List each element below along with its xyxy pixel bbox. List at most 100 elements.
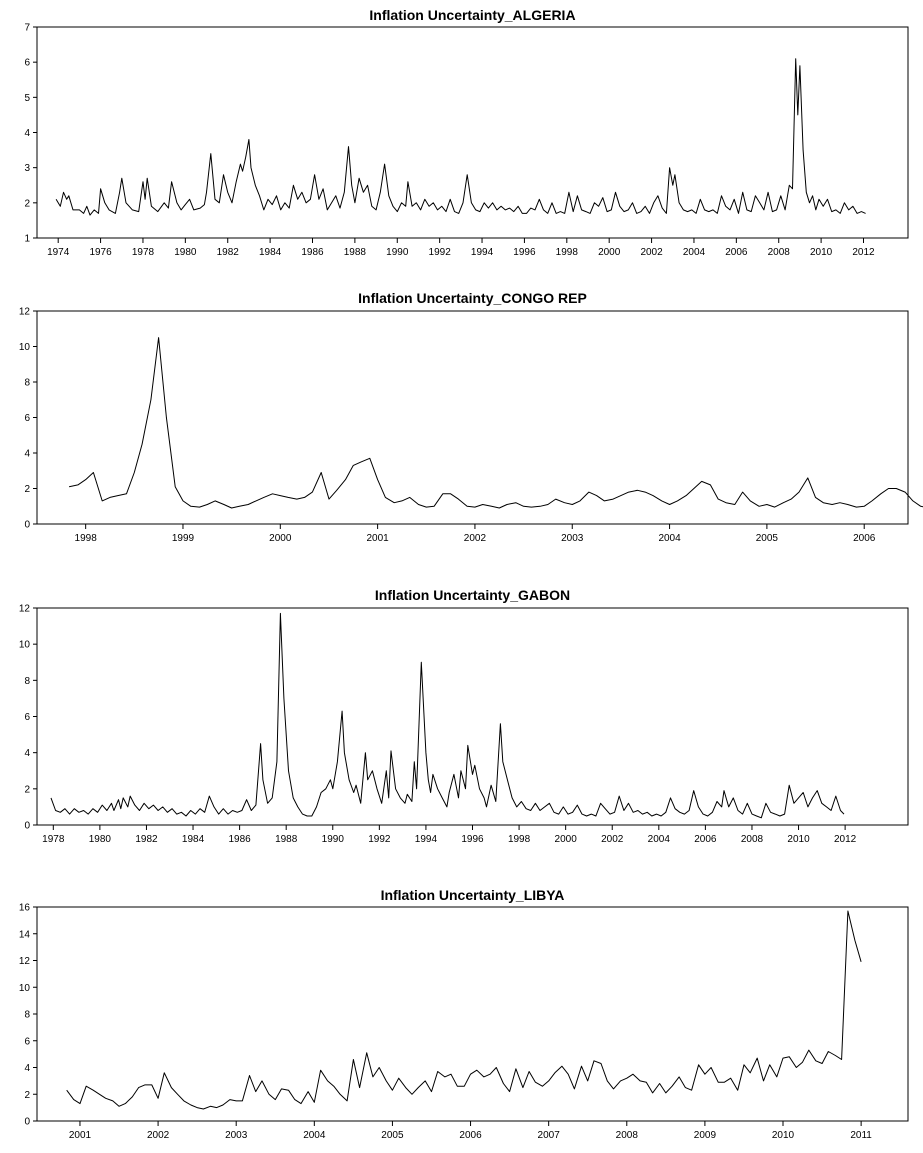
y-tick-label: 10 — [19, 983, 31, 994]
x-tick-label: 2002 — [147, 1130, 170, 1141]
y-tick-label: 7 — [24, 23, 30, 34]
x-tick-label: 2004 — [648, 834, 671, 845]
x-tick-label: 2008 — [616, 1130, 639, 1141]
y-tick-label: 3 — [24, 163, 30, 174]
x-tick-label: 1976 — [89, 247, 112, 258]
x-tick-label: 2006 — [459, 1130, 482, 1141]
y-tick-label: 8 — [24, 676, 30, 687]
x-tick-label: 1974 — [47, 247, 70, 258]
y-tick-label: 8 — [24, 378, 30, 389]
x-tick-label: 2003 — [561, 533, 584, 544]
x-tick-label: 2009 — [694, 1130, 717, 1141]
y-tick-label: 6 — [24, 712, 30, 723]
x-tick-label: 1978 — [132, 247, 155, 258]
plot-frame — [36, 607, 909, 826]
chart-title: Inflation Uncertainty_LIBYA — [381, 887, 565, 903]
x-tick-label: 1992 — [429, 247, 452, 258]
x-tick-label: 2010 — [772, 1130, 795, 1141]
x-tick-label: 2008 — [768, 247, 791, 258]
x-tick-label: 1984 — [259, 247, 282, 258]
y-tick-label: 4 — [24, 1063, 30, 1074]
x-tick-label: 1999 — [172, 533, 195, 544]
y-tick-label: 0 — [24, 1117, 30, 1128]
x-tick-label: 2012 — [834, 834, 857, 845]
x-tick-label: 1998 — [75, 533, 98, 544]
x-tick-label: 1982 — [217, 247, 240, 258]
x-tick-label: 1988 — [344, 247, 367, 258]
y-tick-label: 6 — [24, 58, 30, 69]
x-tick-label: 1986 — [228, 834, 251, 845]
y-tick-label: 1 — [24, 234, 30, 245]
x-tick-label: 2006 — [725, 247, 748, 258]
x-tick-label: 2001 — [366, 533, 389, 544]
x-tick-label: 2002 — [464, 533, 487, 544]
y-tick-label: 6 — [24, 1036, 30, 1047]
panel-algeria: Inflation Uncertainty_ALGERIA 1 2 3 4 5 6 7 1974… — [24, 7, 909, 258]
x-tick-label: 2005 — [756, 533, 779, 544]
x-tick-label: 1982 — [135, 834, 158, 845]
chart-title: Inflation Uncertainty_ALGERIA — [369, 7, 575, 23]
x-tick-label: 1984 — [182, 834, 205, 845]
x-tick-label: 2004 — [683, 247, 706, 258]
plot-frame — [36, 906, 909, 1122]
x-tick-label: 2000 — [555, 834, 578, 845]
x-tick-label: 1994 — [415, 834, 438, 845]
x-tick-label: 2003 — [225, 1130, 248, 1141]
series-line — [66, 910, 862, 1110]
x-tick-label: 1994 — [471, 247, 494, 258]
x-tick-label: 2010 — [810, 247, 833, 258]
x-tick-label: 1998 — [508, 834, 531, 845]
x-tick-label: 2007 — [538, 1130, 561, 1141]
y-tick-label: 2 — [24, 784, 30, 795]
x-tick-label: 2012 — [852, 247, 875, 258]
x-tick-label: 2005 — [381, 1130, 404, 1141]
chart-title: Inflation Uncertainty_CONGO REP — [358, 290, 587, 306]
y-tick-label: 12 — [19, 604, 31, 615]
y-tick-label: 4 — [24, 748, 30, 759]
x-tick-label: 1980 — [89, 834, 112, 845]
y-tick-label: 8 — [24, 1010, 30, 1021]
panel-libya: Inflation Uncertainty_LIBYA 0 2 4 6 8 10 12 14 16… — [19, 887, 909, 1141]
x-tick-label: 1986 — [301, 247, 324, 258]
chart-title: Inflation Uncertainty_GABON — [375, 587, 570, 603]
series-line — [68, 337, 923, 509]
series-line — [50, 612, 845, 819]
series-line — [55, 58, 866, 216]
x-tick-label: 1980 — [174, 247, 197, 258]
y-tick-label: 16 — [19, 903, 31, 914]
x-tick-label: 2008 — [741, 834, 764, 845]
panel-gabon: Inflation Uncertainty_GABON 0 2 4 6 8 10 12 1978… — [19, 587, 909, 845]
y-tick-label: 10 — [19, 640, 31, 651]
y-tick-label: 0 — [24, 821, 30, 832]
x-tick-label: 2006 — [694, 834, 717, 845]
panel-congo-rep: Inflation Uncertainty_CONGO REP 0 2 4 6 8 10 12… — [19, 290, 923, 544]
y-tick-label: 12 — [19, 956, 31, 967]
y-tick-label: 14 — [19, 929, 31, 940]
x-tick-label: 2000 — [598, 247, 621, 258]
x-tick-label: 1978 — [42, 834, 65, 845]
x-tick-label: 1990 — [386, 247, 409, 258]
x-tick-label: 1990 — [322, 834, 345, 845]
x-tick-label: 2010 — [787, 834, 810, 845]
x-tick-label: 1988 — [275, 834, 298, 845]
y-tick-label: 10 — [19, 342, 31, 353]
y-tick-label: 2 — [24, 198, 30, 209]
x-tick-label: 1998 — [556, 247, 579, 258]
y-tick-label: 2 — [24, 1090, 30, 1101]
y-tick-label: 0 — [24, 520, 30, 531]
x-tick-label: 2001 — [69, 1130, 92, 1141]
y-tick-label: 4 — [24, 128, 30, 139]
x-tick-label: 1992 — [368, 834, 391, 845]
y-tick-label: 5 — [24, 93, 30, 104]
x-tick-label: 2004 — [303, 1130, 326, 1141]
x-tick-label: 1996 — [461, 834, 484, 845]
x-tick-label: 2004 — [658, 533, 681, 544]
x-tick-label: 2002 — [601, 834, 624, 845]
x-tick-label: 2006 — [853, 533, 876, 544]
x-tick-label: 2011 — [850, 1130, 872, 1141]
y-tick-label: 6 — [24, 413, 30, 424]
plot-frame — [36, 310, 909, 525]
x-tick-label: 2002 — [640, 247, 663, 258]
y-tick-label: 2 — [24, 484, 30, 495]
